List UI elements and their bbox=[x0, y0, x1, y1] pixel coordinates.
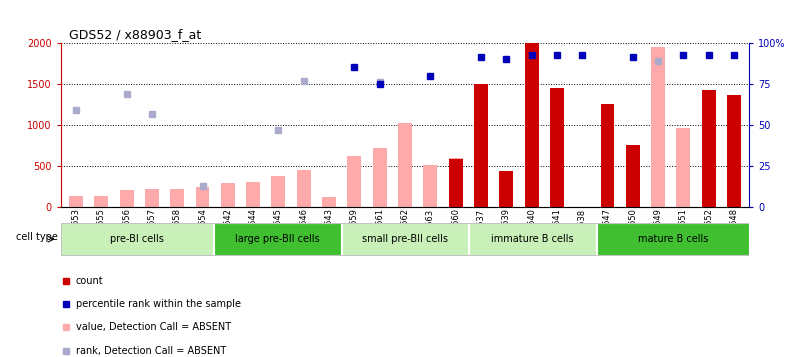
Bar bbox=[373, 148, 386, 207]
Bar bbox=[626, 146, 640, 207]
Bar bbox=[221, 183, 235, 207]
Text: mature B cells: mature B cells bbox=[637, 234, 708, 244]
Bar bbox=[62, 223, 213, 255]
Bar bbox=[246, 182, 260, 207]
Text: cell type: cell type bbox=[15, 232, 58, 242]
Bar bbox=[550, 88, 564, 207]
Bar bbox=[525, 43, 539, 207]
Bar bbox=[342, 223, 468, 255]
Bar bbox=[474, 84, 488, 207]
Bar bbox=[727, 95, 741, 207]
Bar bbox=[651, 47, 665, 207]
Bar bbox=[215, 223, 341, 255]
Bar bbox=[676, 128, 690, 207]
Bar bbox=[424, 165, 437, 207]
Bar bbox=[271, 176, 285, 207]
Bar bbox=[701, 90, 716, 207]
Bar bbox=[600, 104, 615, 207]
Bar bbox=[69, 196, 83, 207]
Bar bbox=[145, 189, 159, 207]
Bar bbox=[398, 123, 412, 207]
Text: GDS52 / x88903_f_at: GDS52 / x88903_f_at bbox=[69, 28, 201, 41]
Bar bbox=[195, 187, 210, 207]
Text: rank, Detection Call = ABSENT: rank, Detection Call = ABSENT bbox=[76, 346, 226, 356]
Bar bbox=[322, 197, 336, 207]
Text: count: count bbox=[76, 276, 104, 286]
Text: immature B cells: immature B cells bbox=[491, 234, 573, 244]
Bar bbox=[94, 196, 109, 207]
Text: pre-BI cells: pre-BI cells bbox=[110, 234, 164, 244]
Bar bbox=[449, 160, 463, 207]
Bar bbox=[469, 223, 595, 255]
Bar bbox=[597, 223, 748, 255]
Text: large pre-BII cells: large pre-BII cells bbox=[235, 234, 320, 244]
Text: small pre-BII cells: small pre-BII cells bbox=[362, 234, 448, 244]
Bar bbox=[296, 170, 311, 207]
Bar bbox=[449, 158, 463, 207]
Bar bbox=[170, 189, 184, 207]
Bar bbox=[499, 171, 514, 207]
Text: percentile rank within the sample: percentile rank within the sample bbox=[76, 299, 241, 309]
Text: value, Detection Call = ABSENT: value, Detection Call = ABSENT bbox=[76, 322, 231, 332]
Bar bbox=[120, 190, 134, 207]
Bar bbox=[347, 156, 361, 207]
